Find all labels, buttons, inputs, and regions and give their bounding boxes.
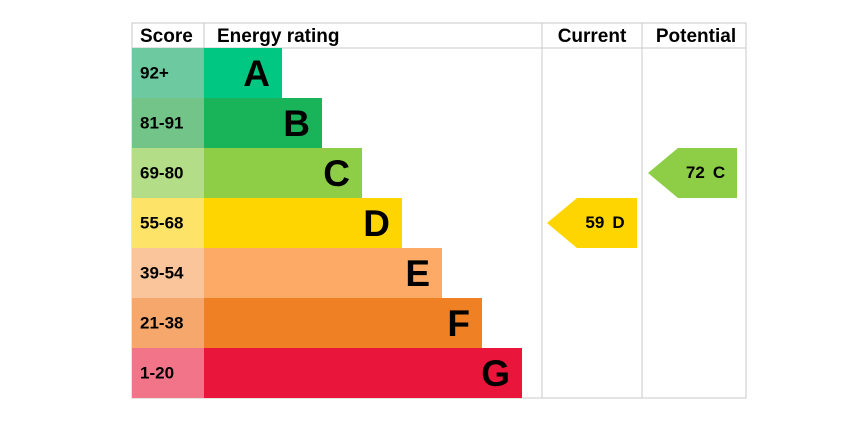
potential-score: 72	[686, 163, 705, 182]
potential-label: 72 C	[686, 163, 725, 182]
score-range: 92+	[140, 63, 169, 82]
rating-letter: A	[243, 53, 270, 94]
score-cell	[132, 198, 204, 248]
potential-rating: C	[713, 163, 725, 182]
rating-letter: E	[405, 253, 430, 294]
score-range: 69-80	[140, 163, 183, 182]
current-score: 59	[585, 213, 604, 232]
current-arrow	[547, 198, 637, 248]
score-range: 81-91	[140, 113, 183, 132]
header-score: Score	[140, 26, 193, 47]
rating-letter: F	[447, 303, 470, 344]
current-label: 59 D	[585, 213, 624, 232]
rating-letter: G	[481, 353, 510, 394]
score-cell	[132, 248, 204, 298]
score-range: 21-38	[140, 313, 183, 332]
score-cell	[132, 48, 204, 98]
potential-arrow	[648, 148, 737, 198]
rating-bar	[204, 48, 282, 98]
header-rating: Energy rating	[217, 26, 339, 47]
rating-bar	[204, 198, 402, 248]
score-cell	[132, 348, 204, 398]
current-rating: D	[612, 213, 624, 232]
score-range: 1-20	[140, 363, 174, 382]
header-current: Current	[558, 26, 627, 47]
rating-bar	[204, 348, 522, 398]
rating-letter: D	[363, 203, 390, 244]
score-cell	[132, 298, 204, 348]
score-cell	[132, 98, 204, 148]
rating-bar	[204, 98, 322, 148]
score-range: 39-54	[140, 263, 184, 282]
rating-bar	[204, 248, 442, 298]
score-range: 55-68	[140, 213, 183, 232]
rating-bar	[204, 148, 362, 198]
rating-letter: C	[323, 153, 350, 194]
rating-letter: B	[283, 103, 310, 144]
score-cell	[132, 148, 204, 198]
rating-bar	[204, 298, 482, 348]
header-potential: Potential	[656, 26, 736, 47]
